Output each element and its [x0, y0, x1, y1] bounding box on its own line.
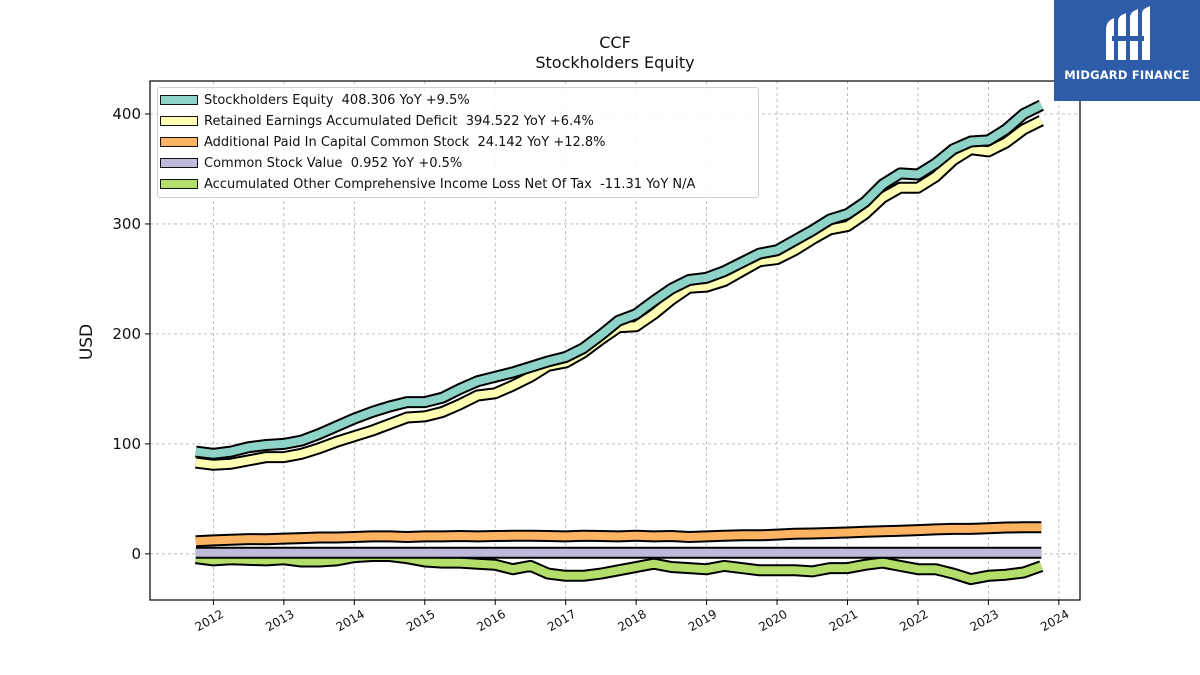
legend-label: Common Stock Value 0.952 YoY +0.5%	[204, 156, 463, 171]
legend-swatch	[160, 116, 198, 126]
series-stockholders-equity	[195, 99, 1044, 460]
legend-label: Retained Earnings Accumulated Deficit 39…	[204, 114, 594, 129]
legend-item-stockholders-equity: Stockholders Equity 408.306 YoY +9.5%	[158, 93, 758, 109]
chart-title: CCF	[599, 33, 631, 52]
series-line	[195, 523, 1042, 546]
x-tick-label: 2012	[193, 607, 226, 634]
x-tick-label: 2013	[263, 607, 296, 634]
series-additional-paid-in-capital-common-stock	[195, 521, 1042, 548]
legend-swatch	[160, 179, 198, 189]
x-tick-label: 2019	[686, 607, 719, 634]
legend-swatch	[160, 158, 198, 168]
legend-swatch	[160, 137, 198, 147]
y-tick-label: 400	[112, 105, 141, 123]
y-tick-label: 100	[112, 435, 141, 453]
series-layer	[195, 99, 1044, 586]
series-line	[195, 101, 1044, 458]
x-tick-label: 2021	[827, 607, 860, 634]
legend-swatch	[160, 95, 198, 105]
x-tick-label: 2015	[404, 607, 437, 634]
series-accumulated-other-comprehensive-income-loss-net-of-tax	[195, 550, 1044, 586]
midgard-logo-icon	[1106, 6, 1150, 60]
legend-item-common-stock-value: Common Stock Value 0.952 YoY +0.5%	[158, 156, 758, 172]
legend: Stockholders Equity 408.306 YoY +9.5% Re…	[157, 87, 759, 198]
x-tick-label: 2017	[545, 607, 578, 634]
plot-frame	[149, 80, 1081, 601]
legend-label: Additional Paid In Capital Common Stock …	[204, 135, 606, 150]
y-tick-label: 300	[112, 215, 141, 233]
logo-text: MIDGARD FINANCE	[1064, 68, 1190, 82]
x-tick-label: 2022	[897, 607, 930, 634]
legend-label: Accumulated Other Comprehensive Income L…	[204, 177, 696, 192]
series-line	[195, 552, 1043, 584]
chart-subtitle: Stockholders Equity	[535, 53, 695, 72]
legend-item-accumulated-oci: Accumulated Other Comprehensive Income L…	[158, 177, 758, 193]
legend-item-retained-earnings: Retained Earnings Accumulated Deficit 39…	[158, 114, 758, 130]
legend-label: Stockholders Equity 408.306 YoY +9.5%	[204, 93, 470, 108]
x-tick-label: 2023	[968, 607, 1001, 634]
x-tick-label: 2024	[1038, 607, 1071, 634]
x-tick-label: 2018	[615, 607, 648, 634]
x-tick-label: 2016	[475, 607, 508, 634]
x-tick-label: 2014	[334, 607, 367, 634]
x-tick-label: 2020	[756, 607, 789, 634]
y-axis-label: USD	[77, 324, 97, 360]
y-tick-label: 0	[131, 545, 141, 563]
legend-item-additional-paid-in-capital: Additional Paid In Capital Common Stock …	[158, 135, 758, 151]
y-tick-label: 200	[112, 325, 141, 343]
midgard-finance-logo: MIDGARD FINANCE	[1054, 0, 1200, 101]
